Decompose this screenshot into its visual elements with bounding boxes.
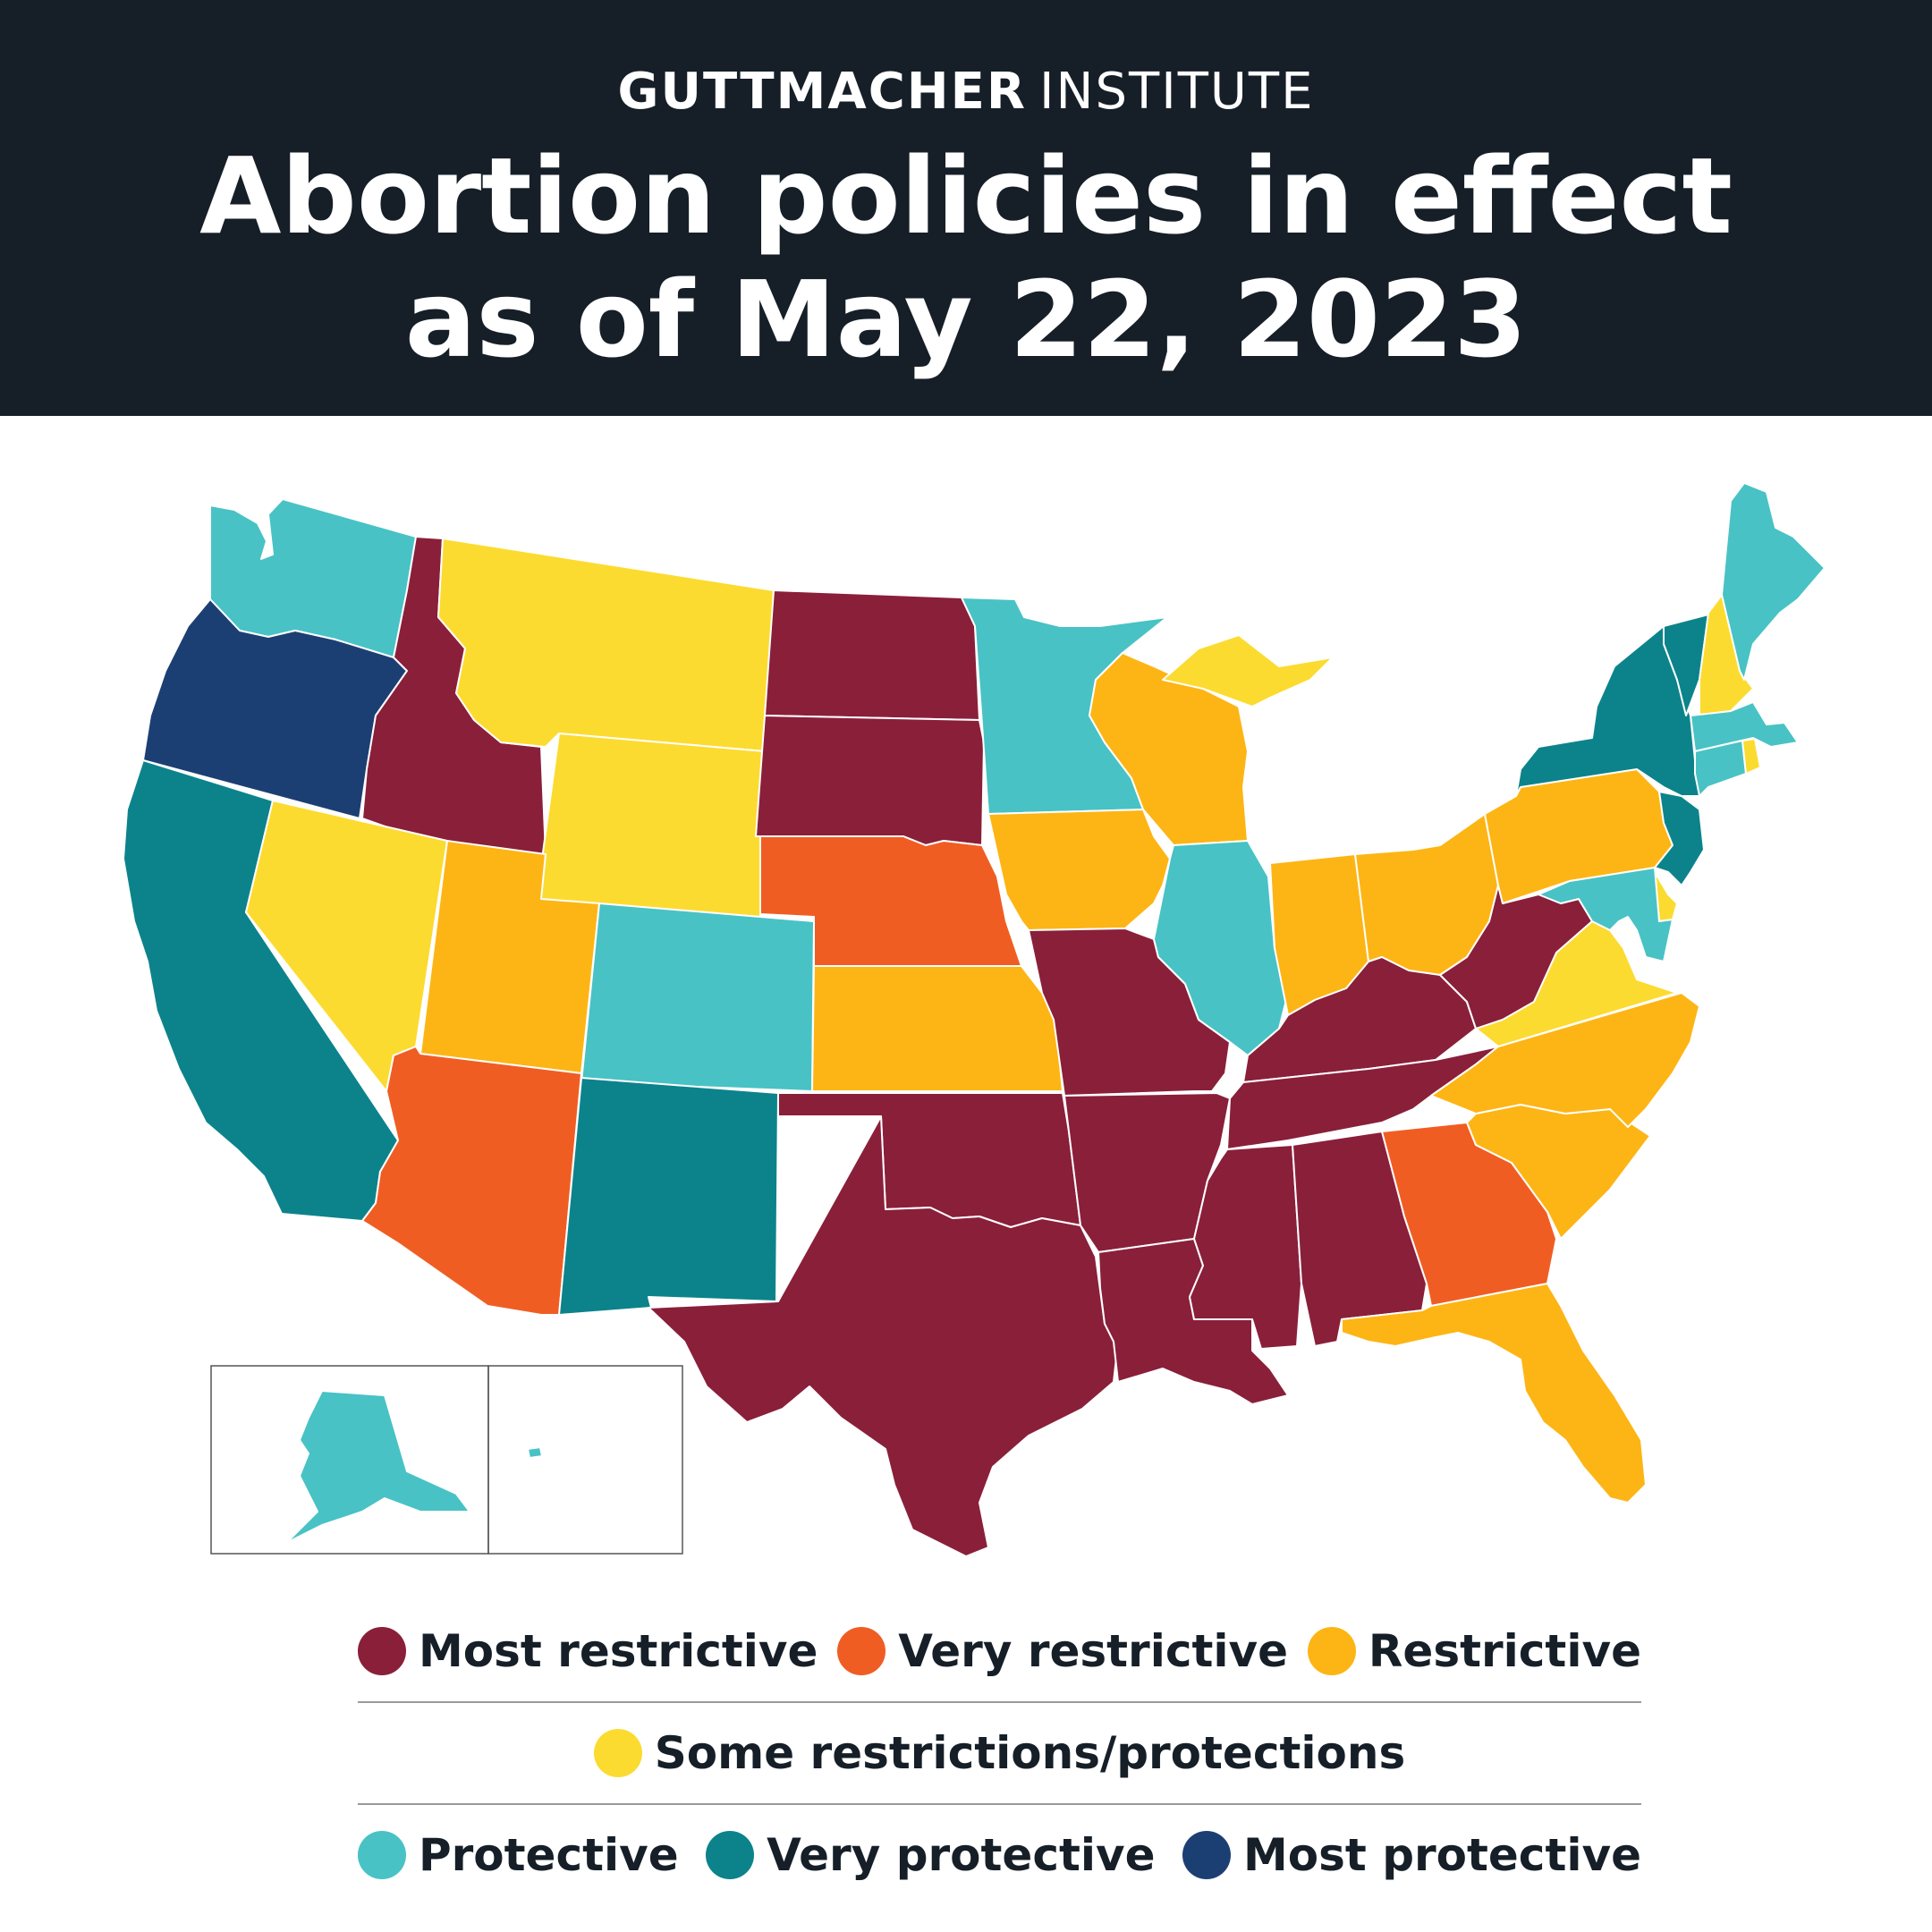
legend-item-very-restrictive: Very restrictive [837, 1625, 1288, 1677]
state-wi [1089, 652, 1249, 846]
header-banner: GUTTMACHER INSTITUTE Abortion policies in… [0, 0, 1932, 416]
legend-label: Very protective [767, 1829, 1156, 1881]
state-il [1153, 840, 1289, 1056]
legend-label: Protective [419, 1829, 679, 1881]
state-ks [811, 965, 1063, 1092]
inset-hawaii-frame [487, 1365, 683, 1555]
state-co [580, 902, 815, 1092]
legend-swatch [1307, 1627, 1356, 1675]
legend-item-most-protective: Most protective [1182, 1829, 1641, 1881]
state-ak [285, 1390, 470, 1544]
legend-item-restrictive: Restrictive [1307, 1625, 1641, 1677]
page-title: Abortion policies in effect as of May 22… [0, 134, 1932, 381]
state-hi [527, 1446, 543, 1459]
legend-item-protective: Protective [358, 1829, 679, 1881]
state-ia [987, 809, 1171, 931]
state-nd [764, 589, 980, 721]
state-nm [558, 1077, 779, 1316]
state-az [361, 1046, 582, 1316]
legend-label: Very restrictive [898, 1625, 1289, 1677]
legend-row-middle: Some restrictions/protections [358, 1703, 1641, 1805]
brand-logo: GUTTMACHER INSTITUTE [0, 63, 1932, 121]
legend-label: Restrictive [1368, 1625, 1641, 1677]
legend-item-most-restrictive: Most restrictive [358, 1625, 818, 1677]
state-ne [759, 835, 1022, 967]
state-nc [1430, 992, 1700, 1128]
brand-name-bold: GUTTMACHER [617, 63, 1028, 121]
legend-item-very-protective: Very protective [706, 1829, 1156, 1881]
state-tx [648, 1115, 1119, 1557]
state-fl [1341, 1283, 1647, 1504]
title-line-1: Abortion policies in effect [199, 134, 1733, 258]
state-wy [536, 733, 766, 918]
state-me [1721, 482, 1826, 681]
legend-label: Most restrictive [419, 1625, 818, 1677]
title-line-2: as of May 22, 2023 [404, 258, 1528, 381]
brand-name-light: INSTITUTE [1039, 63, 1315, 121]
state-ca [123, 759, 399, 1222]
legend-swatch [837, 1627, 886, 1675]
state-mi [1162, 634, 1334, 708]
legend-swatch [1182, 1831, 1232, 1879]
state-tn [1226, 1046, 1499, 1150]
legend-swatch [593, 1729, 642, 1777]
legend: Most restrictive Very restrictive Restri… [358, 1601, 1641, 1905]
legend-item-some: Some restrictions/protections [593, 1727, 1406, 1779]
state-md [1538, 867, 1674, 962]
legend-swatch [358, 1831, 406, 1879]
state-mt [437, 538, 775, 752]
us-map [123, 482, 1826, 1557]
state-nj [1654, 791, 1705, 886]
legend-swatch [358, 1627, 406, 1675]
legend-label: Some restrictions/protections [654, 1727, 1406, 1779]
state-ri [1741, 738, 1761, 775]
legend-row-protective: Protective Very protective Most protecti… [358, 1805, 1641, 1905]
state-sd [755, 715, 985, 846]
legend-swatch [706, 1831, 755, 1879]
legend-row-restrictive: Most restrictive Very restrictive Restri… [358, 1601, 1641, 1703]
legend-label: Most protective [1243, 1829, 1641, 1881]
state-ct [1694, 740, 1747, 797]
